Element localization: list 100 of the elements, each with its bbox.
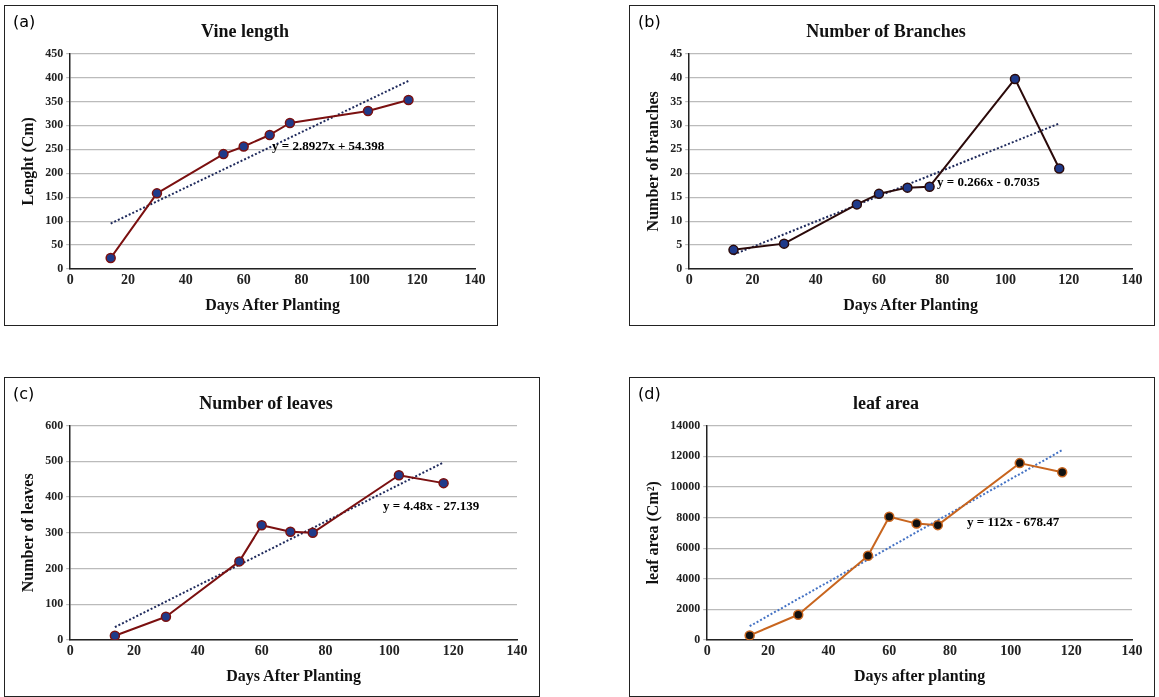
y-tick-label: 0 <box>676 261 683 276</box>
chart-title: Number of Branches <box>806 21 966 42</box>
point <box>851 199 863 210</box>
y-tick-label: 15 <box>670 189 683 204</box>
x-tick-label: 80 <box>935 272 950 288</box>
x-axis-title: Days After Planting <box>205 295 341 314</box>
y-tick-label: 150 <box>45 189 64 204</box>
y-tick-label: 300 <box>45 117 64 132</box>
point <box>362 105 374 117</box>
point <box>307 527 318 539</box>
chart-title: Number of leaves <box>199 393 333 414</box>
point <box>284 117 296 129</box>
y-tick-label: 0 <box>694 632 701 647</box>
x-tick-label: 60 <box>871 272 886 288</box>
point <box>862 550 874 562</box>
y-tick-label: 250 <box>45 141 64 156</box>
point <box>234 556 245 567</box>
point <box>873 188 885 200</box>
y-axis-title: Number of branches <box>643 91 661 232</box>
y-tick-label: 200 <box>45 165 64 180</box>
point <box>109 630 121 640</box>
x-tick-label: 80 <box>942 643 957 659</box>
y-tick-label: 100 <box>45 213 64 228</box>
y-tick-label: 14000 <box>670 417 701 432</box>
point <box>264 129 275 141</box>
x-tick-label: 20 <box>760 643 775 659</box>
point <box>403 94 414 106</box>
point <box>218 148 229 160</box>
point <box>728 244 739 256</box>
y-tick-label: 12000 <box>670 448 701 463</box>
x-axis-title: Days After Planting <box>843 295 979 314</box>
y-tick-label: 6000 <box>676 540 701 555</box>
point <box>932 519 944 531</box>
y-tick-label: 400 <box>45 69 64 84</box>
y-tick-label: 100 <box>45 596 64 611</box>
y-tick-label: 5 <box>676 237 683 252</box>
x-tick-label: 60 <box>236 272 251 288</box>
y-axis-title: Number of leaves <box>18 473 36 593</box>
x-tick-label: 120 <box>442 643 464 659</box>
y-tick-label: 350 <box>45 93 64 108</box>
y-tick-label: 500 <box>45 453 64 468</box>
x-tick-label: 60 <box>254 643 269 659</box>
point <box>256 520 267 531</box>
point <box>160 611 172 623</box>
x-tick-label: 140 <box>464 272 486 288</box>
x-tick-label: 0 <box>703 643 711 659</box>
y-tick-label: 35 <box>670 93 683 108</box>
y-tick-label: 25 <box>670 141 683 156</box>
y-tick-label: 2000 <box>676 601 701 616</box>
point <box>1056 467 1068 478</box>
y-axis-title: Lenght (Cm) <box>18 117 37 206</box>
point <box>1014 457 1025 469</box>
point <box>744 630 755 640</box>
point <box>884 511 895 522</box>
x-tick-label: 80 <box>294 272 309 288</box>
x-tick-label: 20 <box>745 272 760 288</box>
y-tick-label: 20 <box>670 165 683 180</box>
text: (a) <box>13 12 36 31</box>
annotation: y = 4.48x - 27.139 <box>383 498 480 514</box>
x-tick-label: 60 <box>882 643 897 659</box>
y-tick-label: 10000 <box>670 478 701 493</box>
y-tick-label: 50 <box>51 237 64 252</box>
y-tick-label: 40 <box>670 69 683 84</box>
y-tick-label: 300 <box>45 524 64 539</box>
text: (d) <box>638 384 661 403</box>
x-tick-label: 100 <box>348 272 370 288</box>
point <box>393 470 405 481</box>
y-tick-label: 450 <box>45 45 64 60</box>
chart-title: Vine length <box>201 21 289 42</box>
x-axis-title: Days after planting <box>853 666 986 685</box>
point <box>105 252 116 264</box>
x-tick-label: 140 <box>1121 272 1143 288</box>
y-tick-label: 10 <box>670 213 683 228</box>
x-tick-label: 120 <box>1058 272 1080 288</box>
annotation: y = 0.266x - 0.7035 <box>937 174 1040 190</box>
x-tick-label: 100 <box>1000 643 1022 659</box>
x-tick-label: 40 <box>808 272 823 288</box>
point <box>1009 73 1021 85</box>
point <box>902 182 913 193</box>
x-tick-label: 120 <box>406 272 428 288</box>
x-tick-label: 100 <box>378 643 400 659</box>
y-tick-label: 0 <box>57 632 64 647</box>
y-tick-label: 8000 <box>676 509 701 524</box>
text: (c) <box>13 384 35 403</box>
x-tick-label: 20 <box>121 272 136 288</box>
x-tick-label: 100 <box>994 272 1016 288</box>
point <box>285 526 296 537</box>
point <box>911 518 922 529</box>
annotation: y = 112x - 678.47 <box>967 514 1060 530</box>
point <box>438 477 449 489</box>
x-tick-label: 40 <box>821 643 836 659</box>
y-tick-label: 45 <box>670 45 683 60</box>
y-axis-title: leaf area (Cm²) <box>643 481 662 585</box>
chart-title: leaf area <box>852 393 920 414</box>
y-tick-label: 0 <box>57 261 64 276</box>
point <box>778 238 790 249</box>
y-tick-label: 200 <box>45 560 64 575</box>
annotation: y = 2.8927x + 54.398 <box>272 138 385 154</box>
x-tick-label: 140 <box>1121 643 1143 659</box>
x-tick-label: 120 <box>1060 643 1082 659</box>
